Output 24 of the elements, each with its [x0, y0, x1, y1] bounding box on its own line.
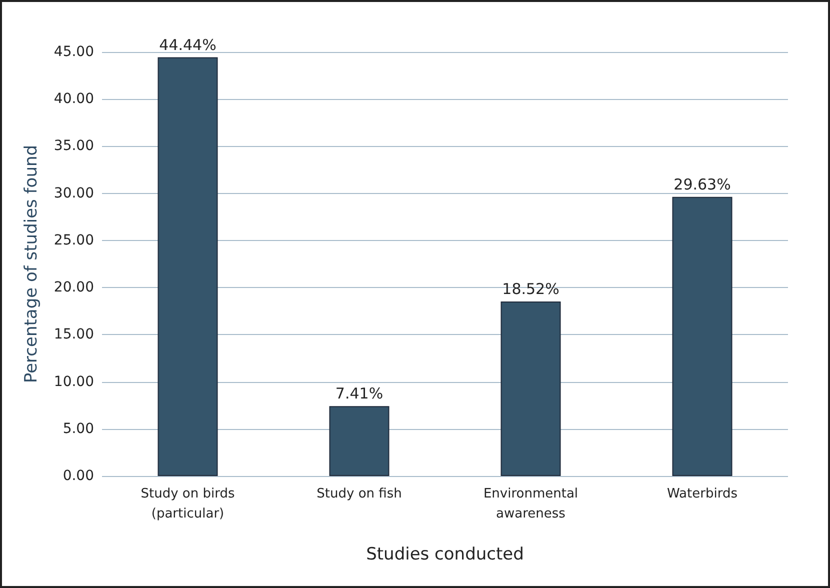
y-tick-label: 45.00 — [54, 44, 94, 60]
y-tick-label: 25.00 — [54, 232, 94, 248]
y-tick-label: 0.00 — [62, 468, 94, 484]
bar — [500, 302, 561, 476]
bar — [672, 196, 732, 476]
y-tick-label: 40.00 — [54, 91, 94, 108]
y-tick-label: 15.00 — [54, 326, 94, 343]
x-axis-title: Studies conducted — [366, 544, 524, 564]
data-label: 18.52% — [502, 280, 560, 298]
data-label: 29.63% — [674, 175, 731, 194]
x-tick-label: Environmental awareness — [483, 486, 578, 522]
y-tick-label: 35.00 — [54, 138, 94, 154]
bar — [329, 406, 390, 476]
x-tick-label: Waterbirds — [667, 486, 738, 502]
x-tick-label: Study on fish — [316, 486, 402, 502]
bar — [158, 57, 218, 476]
data-label: 7.41% — [335, 384, 384, 403]
data-label: 44.44% — [159, 36, 216, 54]
y-tick-label: 30.00 — [54, 185, 94, 202]
y-axis-title: Percentage of studies found — [22, 144, 42, 384]
x-tick-label: Study on birds (particular) — [140, 486, 235, 522]
y-tick-label: 10.00 — [54, 374, 94, 390]
y-tick-label: 5.00 — [62, 420, 94, 437]
y-tick-label: 20.00 — [54, 280, 94, 296]
